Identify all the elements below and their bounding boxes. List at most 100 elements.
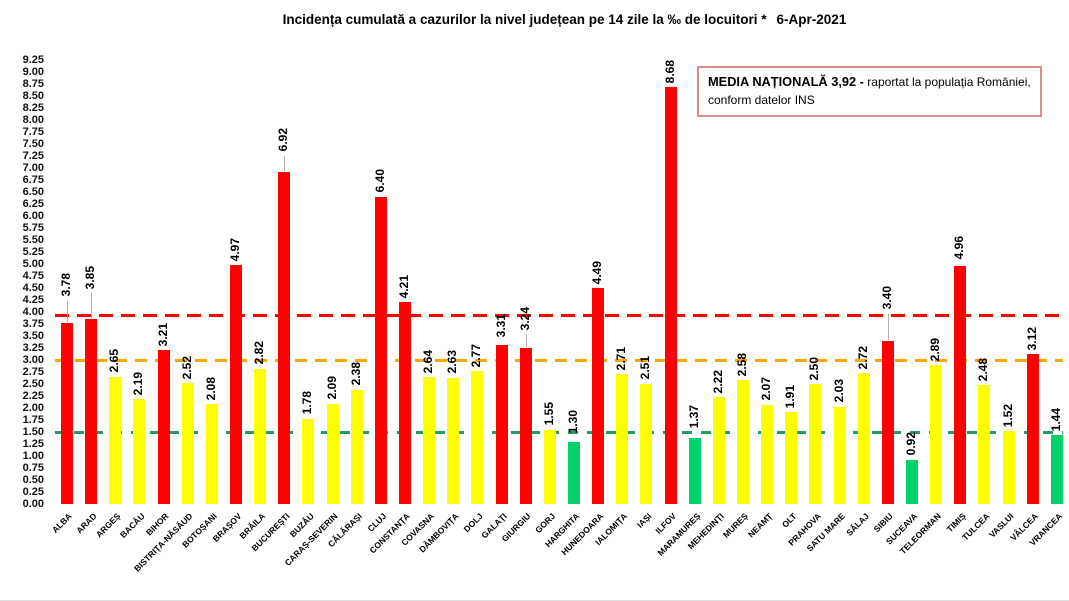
value-label-dolj: 2.77 (469, 343, 484, 368)
value-label-vaslui: 1.52 (1000, 403, 1015, 428)
county-label-neamt: NEAMȚ (745, 511, 775, 540)
value-label-vrancea: 1.44 (1048, 407, 1063, 431)
y-tick-label: 3.00 (22, 354, 44, 366)
y-tick-label: 0.00 (22, 498, 44, 510)
y-tick-label: 0.50 (22, 474, 44, 486)
value-label-constanta: 4.21 (397, 274, 412, 298)
bar-giurgiu (519, 348, 532, 504)
bar-slot-dambovita: 2.63 DÂMBOVIȚA (417, 60, 465, 554)
national-average-heading: MEDIA NAȚIONALĂ 3,92 - (708, 74, 864, 89)
bar-buzau (302, 418, 315, 504)
value-label-galati: 3.31 (493, 313, 508, 338)
county-label-olt: OLT (779, 511, 799, 530)
value-label-brasov: 4.97 (228, 238, 243, 262)
bar-bucuresti (278, 171, 291, 504)
bar-bihor (157, 349, 170, 504)
bar-constanta (399, 301, 412, 504)
y-tick-label: 5.00 (22, 258, 44, 270)
bar-slot-bihor: 3.21 BIHOR (144, 60, 176, 538)
value-label-maramures: 1.37 (686, 404, 701, 429)
value-label-satu-mare: 2.03 (831, 379, 846, 403)
bar-slot-brasov: 4.97 BRAȘOV (210, 60, 248, 544)
reference-line-yellow-threshold (55, 430, 1063, 434)
y-tick-label: 8.00 (22, 114, 44, 126)
bar-olt (785, 412, 798, 504)
y-tick-label: 9.00 (22, 66, 44, 78)
y-tick-label: 5.25 (22, 246, 44, 258)
value-label-olt: 1.91 (783, 384, 798, 409)
value-label-covasna: 2.64 (421, 349, 436, 374)
value-label-suceava: 0.92 (903, 432, 918, 456)
bar-tulcea (978, 384, 991, 504)
y-tick-label: 1.00 (22, 450, 44, 462)
national-average-line2: conform datelor INS (708, 92, 815, 107)
y-tick-label: 4.25 (22, 294, 44, 306)
bar-slot-arges: 2.65 ARGEȘ (94, 60, 127, 539)
bar-braila (254, 368, 267, 504)
value-label-ialomita: 2.71 (614, 346, 629, 370)
y-tick-label: 7.50 (22, 138, 44, 150)
y-tick-label: 4.00 (22, 306, 44, 318)
y-tick-label: 2.75 (22, 366, 44, 378)
y-tick-label: 2.25 (22, 390, 44, 402)
bar-ialomita (616, 373, 629, 504)
bar-bistrita-nasaud (181, 383, 194, 504)
national-average-text1: raportat la populația României, (867, 75, 1031, 89)
value-label-hunedoara: 4.49 (590, 261, 605, 285)
bar-slot-galati: 3.31 GALAȚI (479, 60, 514, 541)
bar-sibiu (881, 340, 894, 504)
bar-slot-arad: 3.85 ARAD (74, 60, 103, 536)
bar-slot-botosani: 2.08 BOTOȘANI (180, 60, 224, 550)
y-tick-label: 8.75 (22, 78, 44, 90)
y-tick-label: 7.25 (22, 150, 44, 162)
bar-suceava (905, 459, 918, 504)
value-label-tulcea: 2.48 (976, 357, 991, 381)
bar-slot-mures: 2.58 MUREȘ (721, 60, 755, 540)
y-tick-label: 6.50 (22, 186, 44, 198)
bar-salaj (857, 373, 870, 504)
bar-slot-vaslui: 1.52 VASLUI (987, 60, 1020, 540)
bar-mures (737, 380, 749, 504)
bar-slot-buzau: 1.78 BUZĂU (287, 60, 320, 539)
value-label-timis: 4.96 (952, 235, 967, 259)
bar-slot-olt: 1.91 OLT (779, 60, 803, 530)
value-label-arges: 2.65 (107, 349, 122, 373)
y-tick-label: 7.00 (22, 162, 44, 174)
bar-vrancea (1050, 434, 1063, 504)
bar-neamt (761, 404, 774, 504)
bar-brasov (230, 265, 243, 504)
national-average-line1: MEDIA NAȚIONALĂ 3,92 - raportat la popul… (708, 73, 1031, 92)
bar-slot-sibiu: 3.40 SIBIU (872, 60, 900, 534)
value-label-bucuresti: 6.92 (276, 128, 291, 152)
value-label-alba: 3.78 (59, 273, 74, 297)
bar-slot-prahova: 2.50 PRAHOVA (786, 60, 827, 548)
y-tick-label: 2.00 (22, 402, 44, 414)
bar-slot-maramures: 1.37 MARAMUREȘ (655, 60, 707, 558)
bar-slot-teleorman: 2.89 TELEORMAN (898, 60, 948, 556)
bar-slot-braila: 2.82 BRĂILA (237, 60, 272, 540)
y-tick-label: 9.25 (22, 54, 44, 66)
y-tick-label: 7.75 (22, 126, 44, 138)
y-tick-label: 8.50 (22, 90, 44, 102)
bar-arad (85, 319, 98, 504)
value-label-mures: 2.58 (735, 352, 749, 377)
bar-series: 3.78 ALBA 3.85 ARAD 2.65 ARGEȘ 2.19 BACĂU 3.21 BI… (50, 60, 1069, 573)
y-tick-label: 3.75 (22, 318, 44, 330)
bar-slot-satu-mare: 2.03 SATU MARE (804, 60, 852, 553)
y-tick-label: 0.75 (22, 462, 44, 474)
chart-title-text: Incidența cumulată a cazurilor la nivel … (282, 12, 767, 27)
bar-arges (109, 376, 122, 504)
bar-slot-bacau: 2.19 BACĂU (118, 60, 151, 540)
value-label-caras-severin: 2.09 (324, 376, 339, 400)
value-label-braila: 2.82 (252, 341, 267, 365)
bar-slot-ialomita: 2.71 IALOMIȚA (593, 60, 634, 548)
bar-slot-bucuresti: 6.92 BUCUREȘTI (249, 60, 296, 553)
county-label-mures: MUREȘ (721, 511, 751, 540)
bar-slot-vrancea: 1.44 VRANCEA (1027, 60, 1069, 548)
bar-slot-ilfov: 8.68 ILFOV (653, 60, 683, 536)
value-label-bacau: 2.19 (131, 371, 146, 395)
value-label-gorj: 1.55 (541, 402, 556, 426)
bar-slot-suceava: 0.92 SUCEAVA (883, 60, 924, 546)
county-label-arges: ARGEȘ (93, 511, 123, 540)
value-label-harghita: 1.30 (566, 410, 581, 434)
